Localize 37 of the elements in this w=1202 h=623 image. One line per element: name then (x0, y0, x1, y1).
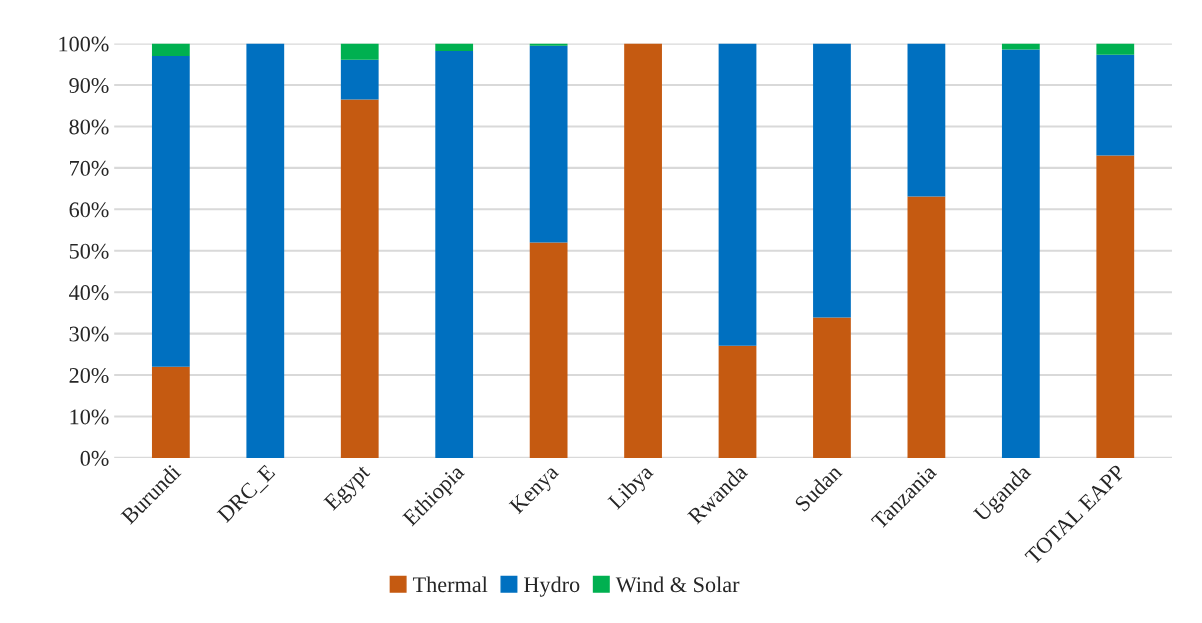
bar (813, 43, 851, 318)
bar (1096, 155, 1135, 458)
bar (529, 45, 568, 243)
bar (151, 366, 190, 458)
y-tick-label: 60% (69, 202, 109, 218)
y-tick-label: 30% (69, 326, 109, 342)
bar (151, 43, 190, 57)
y-tick-label: 100% (59, 36, 109, 52)
legend-label: Hydro (524, 576, 580, 597)
bar (907, 196, 946, 458)
bar (718, 345, 757, 458)
bar (529, 242, 568, 458)
legend-label: Thermal (412, 576, 488, 593)
legend-label: Wind & Solar (615, 576, 740, 593)
y-tick-label: 10% (70, 409, 109, 425)
bar (340, 99, 379, 458)
bar (1096, 43, 1135, 55)
bar (529, 43, 568, 46)
bar (151, 56, 190, 367)
y-tick-label: 90% (69, 77, 109, 94)
bar (813, 317, 851, 458)
y-tick-label: 50% (69, 243, 109, 259)
bar (1096, 54, 1135, 156)
bar (1001, 49, 1040, 458)
bar (435, 43, 474, 52)
y-tick-label: 70% (70, 160, 109, 176)
bar (435, 51, 474, 458)
bar (340, 43, 379, 60)
bar (340, 59, 379, 100)
y-tick-label: 20% (69, 367, 109, 384)
bar (907, 43, 946, 197)
y-tick-label: 80% (69, 119, 109, 135)
bar (718, 43, 757, 346)
y-tick-label: 0% (80, 450, 109, 466)
bar (624, 43, 662, 458)
y-tick-label: 40% (69, 285, 109, 301)
bar (246, 43, 285, 458)
